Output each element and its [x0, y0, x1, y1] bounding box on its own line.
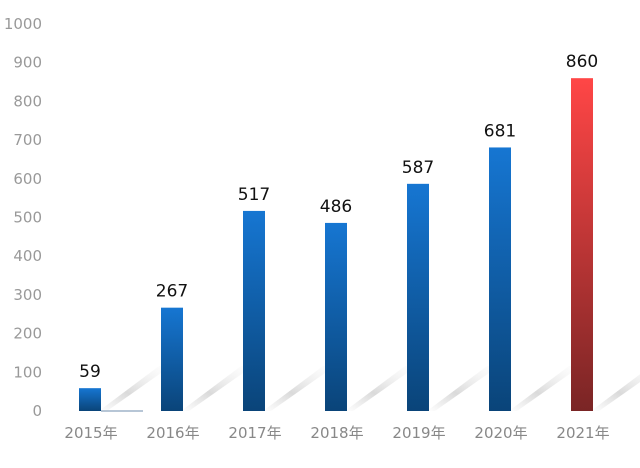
data-label: 486: [320, 197, 352, 217]
bar-2019年: [407, 183, 429, 411]
bar-2020年: [489, 147, 511, 411]
y-tick-label: 500: [13, 209, 42, 227]
x-tick-label: 2020年: [474, 424, 527, 442]
y-tick-label: 400: [13, 247, 42, 265]
bar-2017年: [243, 210, 265, 411]
x-tick-label: 2021年: [556, 424, 609, 442]
bar-2015年: [79, 388, 101, 411]
bars: 59 267 517 486 587 681 860: [79, 52, 598, 412]
bar-shadow: [427, 366, 499, 411]
bar-shadow: [509, 366, 581, 411]
y-tick-label: 700: [13, 131, 42, 149]
y-tick-label: 200: [13, 325, 42, 343]
x-tick-label: 2018年: [310, 424, 363, 442]
bar-shadow: [591, 374, 640, 411]
data-label: 681: [484, 121, 516, 141]
y-tick-label: 0: [32, 402, 42, 420]
y-tick-label: 1000: [4, 15, 42, 33]
x-tick-label: 2019年: [392, 424, 445, 442]
bar-2018年: [325, 222, 347, 411]
y-tick-label: 800: [13, 92, 42, 110]
y-tick-label: 600: [13, 170, 42, 188]
x-axis: 2015年 2016年 2017年 2018年 2019年 2020年 2021年: [64, 410, 610, 442]
bar-shadows: [99, 366, 640, 411]
x-tick-label: 2015年: [64, 424, 117, 442]
x-tick-label: 2017年: [228, 424, 281, 442]
bar-shadow: [263, 366, 335, 411]
bar-2021年: [571, 78, 593, 412]
bar-shadow: [99, 366, 171, 411]
data-label: 587: [402, 158, 434, 178]
y-tick-label: 100: [13, 363, 42, 381]
y-tick-label: 300: [13, 286, 42, 304]
bar-shadow: [181, 366, 253, 411]
y-tick-label: 900: [13, 54, 42, 72]
data-label: 267: [156, 282, 188, 302]
bar-shadow: [345, 366, 417, 411]
data-label: 59: [79, 362, 101, 382]
bar-2016年: [161, 307, 183, 411]
data-label: 517: [238, 185, 270, 205]
y-axis: 0 100 200 300 400 500 600 700 800 900 1000: [4, 15, 42, 420]
data-label: 860: [566, 52, 598, 72]
x-tick-label: 2016年: [146, 424, 199, 442]
